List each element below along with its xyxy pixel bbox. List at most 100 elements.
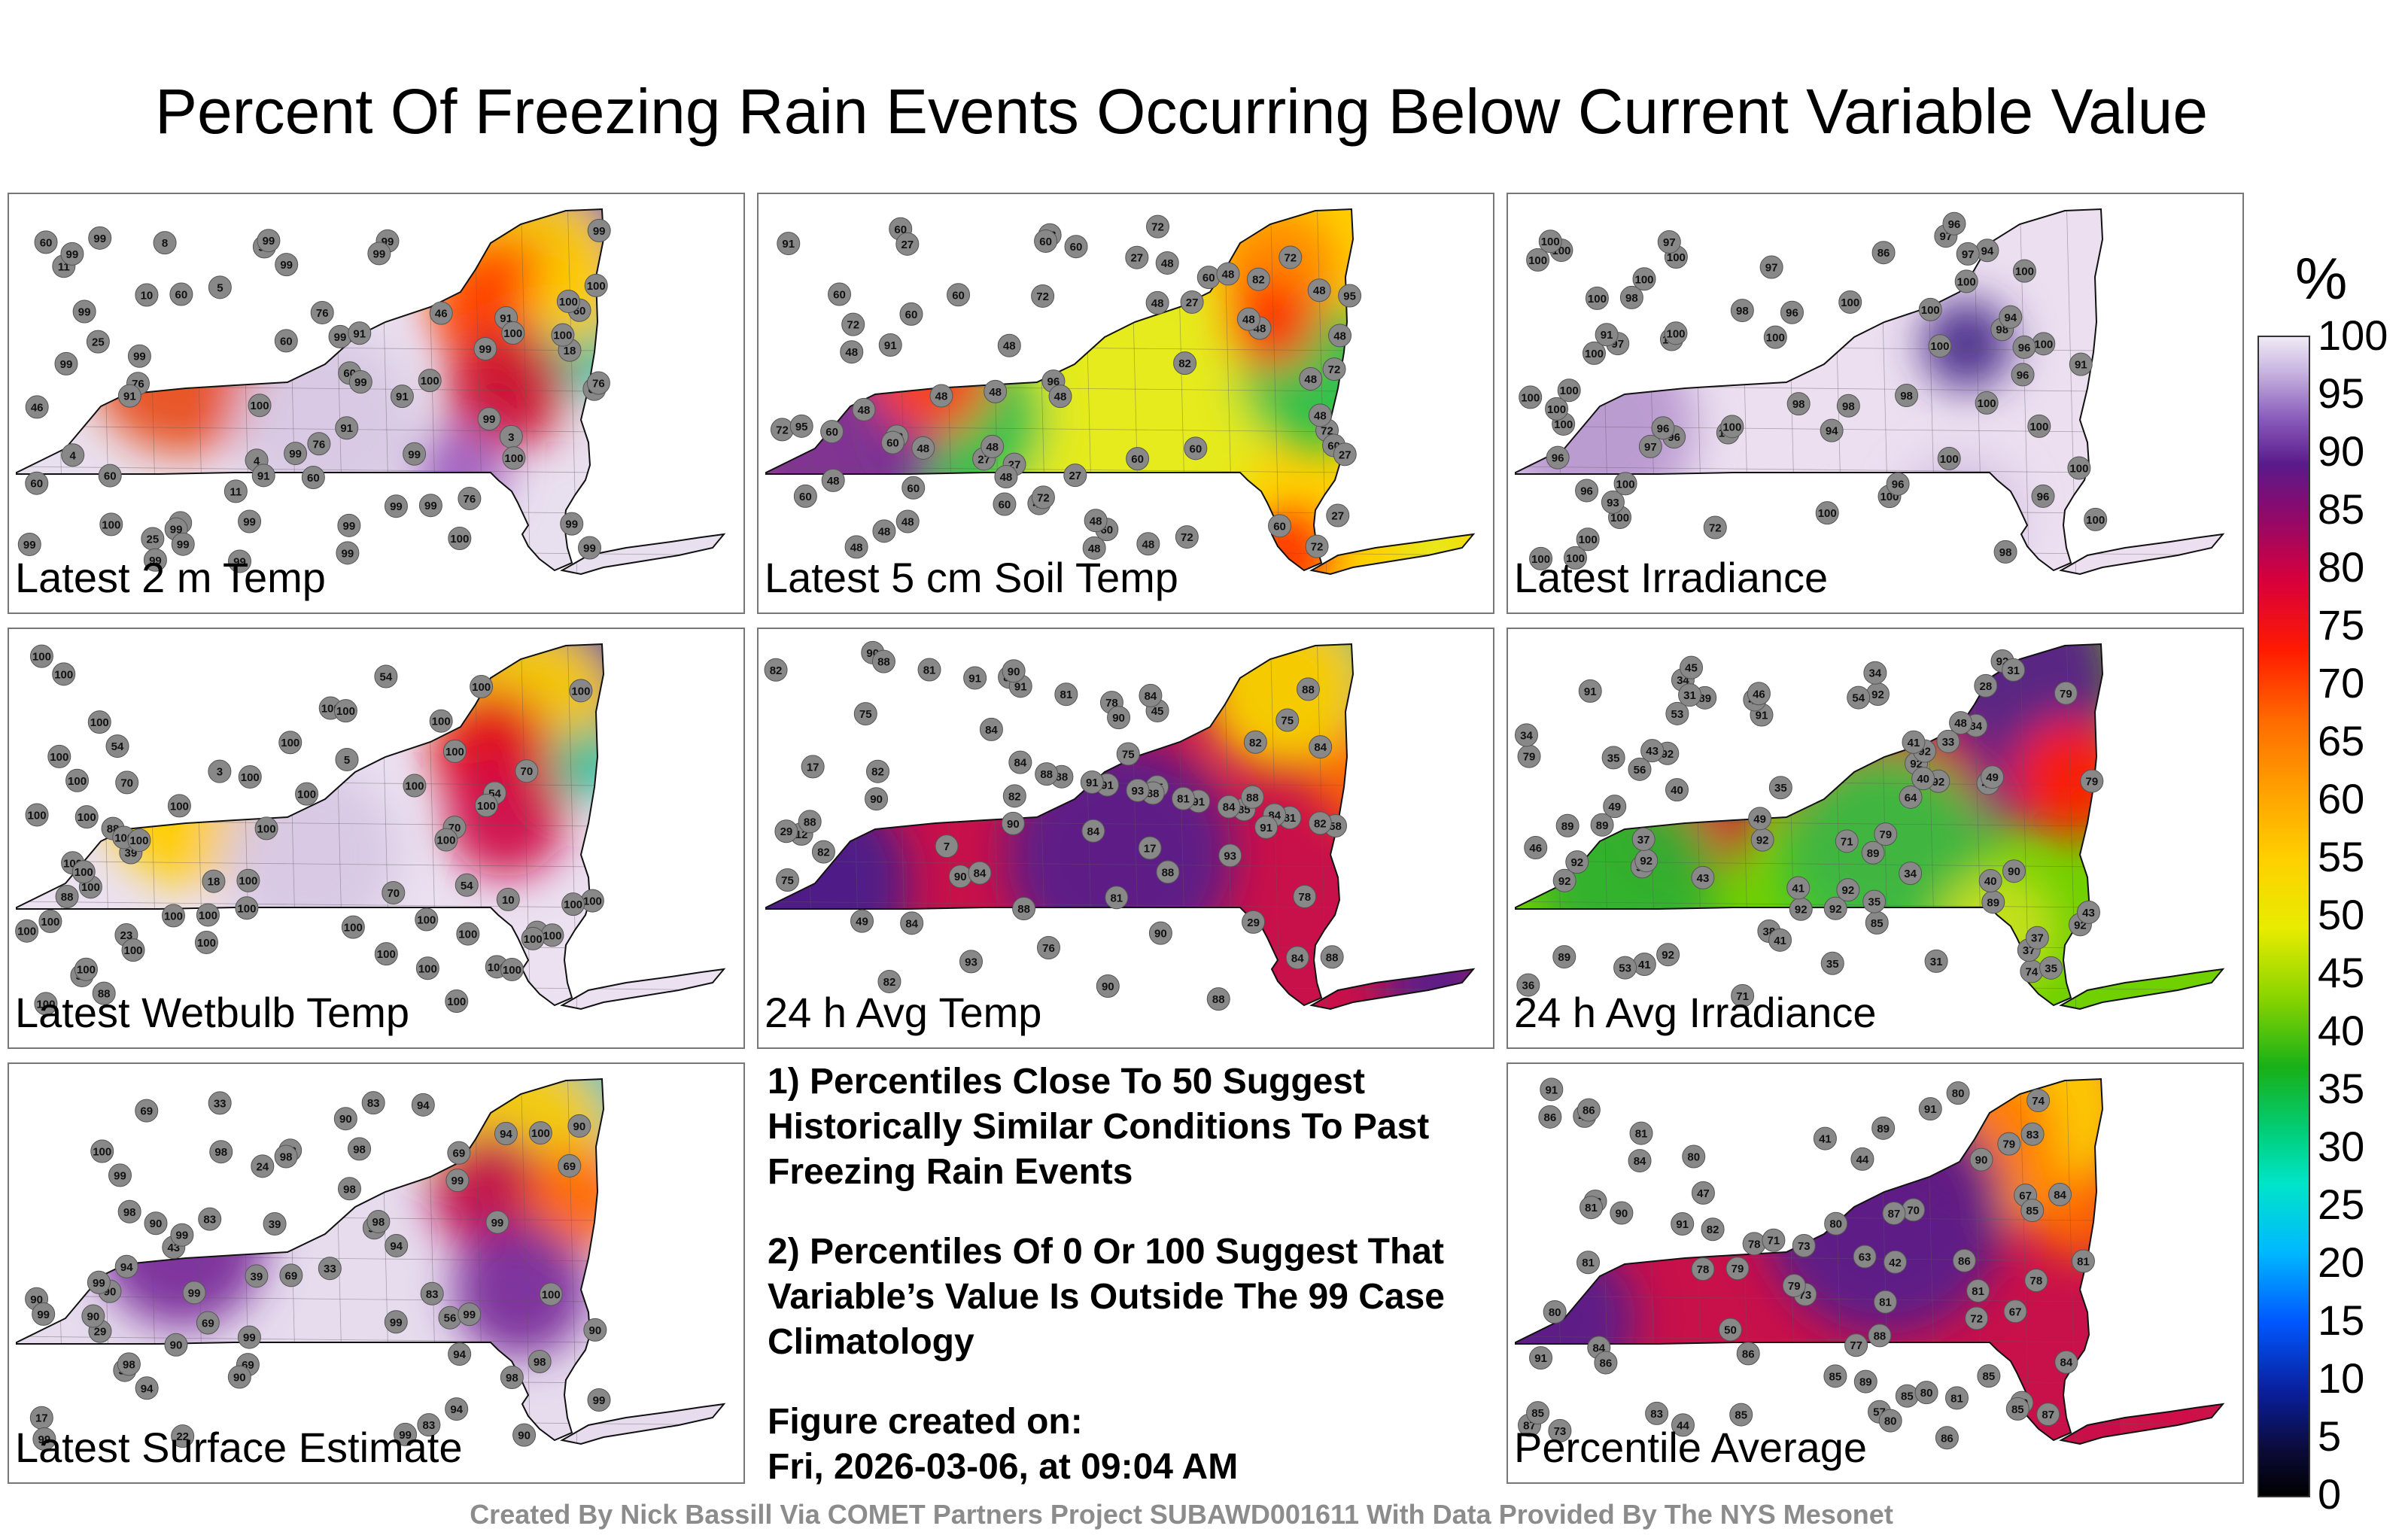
station-value: 33 (1942, 736, 1955, 749)
station-marker: 100 (470, 675, 494, 699)
station-dot (1762, 1228, 1786, 1252)
station-marker: 100 (341, 915, 365, 939)
station-dot (2012, 335, 2036, 359)
station-marker: 84 (1008, 750, 1032, 774)
station-dot (1902, 730, 1926, 754)
county-line (1269, 644, 1282, 1009)
station-marker: 98 (1836, 394, 1860, 418)
station-value: 56 (1634, 764, 1646, 777)
station-marker: 99 (87, 1270, 111, 1294)
station-dot (245, 1264, 269, 1288)
station-value: 48 (1003, 340, 1016, 353)
station-value: 100 (102, 518, 120, 531)
station-dot (979, 717, 1003, 741)
station-marker: 96 (1546, 445, 1570, 470)
station-marker: 70 (1902, 1198, 1926, 1222)
station-dot (2027, 414, 2051, 438)
station-marker: 69 (447, 1141, 471, 1165)
station-value: 85 (1871, 917, 1884, 930)
station-marker: 82 (1308, 811, 1332, 835)
station-marker: 73 (1548, 1418, 1572, 1442)
station-marker: 60 (901, 476, 926, 500)
station-value: 100 (436, 834, 455, 847)
station-value: 37 (1637, 834, 1650, 847)
station-marker: 100 (29, 644, 53, 668)
station-dot (1720, 415, 1744, 439)
station-value: 72 (776, 424, 789, 436)
county-line (803, 209, 815, 574)
shade-region (551, 727, 626, 802)
station-value: 90 (30, 1293, 43, 1306)
station-dot (1538, 229, 1562, 254)
station-value: 35 (1607, 752, 1620, 764)
shade-region (1383, 930, 1473, 1009)
colorbar-tick: 10 (2318, 1354, 2365, 1402)
station-value: 82 (1314, 817, 1327, 830)
station-dot (429, 709, 453, 733)
station-marker: 75 (1275, 708, 1300, 732)
station-dot (61, 443, 85, 467)
station-marker: 96 (1575, 479, 1599, 503)
station-value: 94 (141, 1382, 154, 1395)
station-value: 100 (1841, 296, 1859, 309)
station-dot (1824, 1211, 1848, 1236)
station-marker: 100 (235, 896, 259, 920)
station-value: 99 (483, 413, 496, 426)
station-marker: 29 (774, 819, 798, 843)
station-value: 99 (263, 235, 275, 248)
station-dot (1691, 865, 1715, 889)
station-value: 99 (479, 343, 492, 356)
station-dot (415, 956, 439, 980)
station-value: 46 (1529, 842, 1542, 855)
station-dot (1638, 434, 1662, 458)
station-dot (1246, 267, 1270, 291)
station-dot (2026, 1089, 2051, 1113)
station-value: 43 (2082, 907, 2095, 919)
station-dot (1575, 479, 1599, 503)
station-marker: 90 (1610, 1201, 1634, 1225)
station-marker: 93 (959, 950, 983, 974)
station-value: 89 (1877, 1123, 1890, 1135)
station-value: 100 (587, 280, 606, 293)
station-dot (1063, 464, 1087, 488)
station-marker: 81 (1629, 1121, 1653, 1145)
station-marker: 87 (2036, 1403, 2060, 1427)
station-dot (445, 989, 469, 1014)
station-dot (1526, 248, 1550, 272)
station-marker: 48 (852, 397, 876, 421)
station-marker: 98 (1895, 383, 1919, 407)
station-marker: 99 (143, 548, 167, 572)
station-value: 67 (2009, 1306, 2022, 1318)
station-dot (236, 868, 260, 892)
station-marker: 99 (228, 549, 252, 573)
station-dot (1868, 1324, 1892, 1348)
shade-region (1516, 1237, 1636, 1403)
station-marker: 94 (385, 1233, 409, 1257)
station-marker: 99 (32, 1302, 56, 1326)
station-marker: 98 (528, 1349, 552, 1373)
station-value: 44 (1856, 1154, 1869, 1166)
station-marker: 81 (2071, 1249, 2095, 1273)
station-value: 100 (1921, 304, 1940, 317)
station-dot (1665, 701, 1689, 725)
station-dot (1126, 447, 1150, 471)
colorbar-tick: 0 (2318, 1470, 2342, 1518)
station-dot (99, 512, 123, 536)
station-dot (251, 464, 275, 488)
station-value: 85 (2026, 1205, 2039, 1217)
station-marker: 81 (1966, 1278, 1990, 1302)
station-value: 78 (1697, 1263, 1710, 1276)
station-marker: 99 (403, 442, 427, 466)
station-marker: 60 (169, 282, 193, 306)
station-value: 48 (827, 475, 840, 488)
station-dot (500, 1366, 524, 1390)
station-marker: 72 (1031, 284, 1055, 308)
created-date: Fri, 2026-03-06, at 09:04 AM (768, 1447, 1239, 1487)
station-value: 99 (390, 1316, 403, 1329)
station-dot (473, 337, 497, 361)
station-marker: 27 (1125, 245, 1149, 269)
station-marker: 100 (1838, 290, 1862, 314)
station-marker: 49 (1981, 765, 2005, 789)
station-value: 18 (208, 876, 220, 889)
station-dot (115, 771, 139, 795)
